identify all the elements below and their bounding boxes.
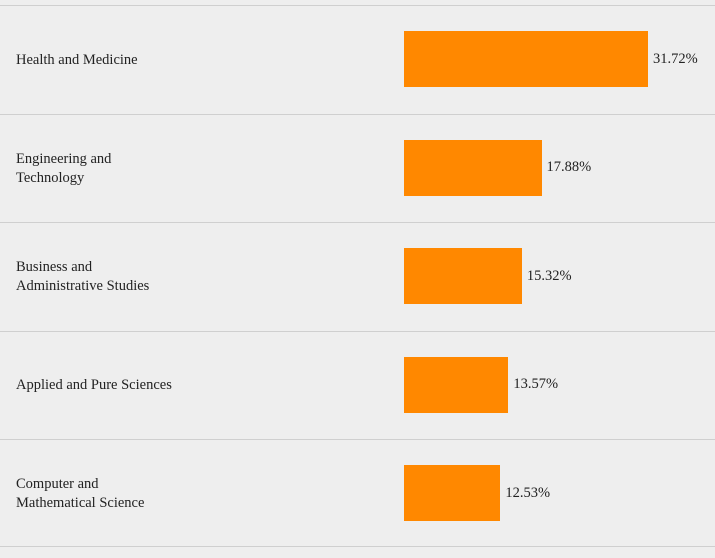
chart-row: Applied and Pure Sciences 13.57% xyxy=(0,330,715,439)
category-label: Business and Administrative Studies xyxy=(16,259,150,294)
value-label: 15.32% xyxy=(526,267,572,284)
bar xyxy=(404,465,501,521)
value-label: 17.88% xyxy=(546,159,592,175)
category-label: Health and Medicine xyxy=(16,51,138,68)
value-label: 12.53% xyxy=(505,484,551,501)
bar xyxy=(404,248,522,304)
bar xyxy=(404,139,542,196)
value-label: 13.57% xyxy=(513,376,559,392)
bar xyxy=(404,356,509,413)
category-label: Engineering and Technology xyxy=(16,150,112,186)
chart-row: Engineering and Technology 17.88% xyxy=(0,113,715,222)
value-label: 31.72% xyxy=(653,50,698,67)
chart-row: Business and Administrative Studies 15.32… xyxy=(0,222,715,330)
chart-row: Health and Medicine 31.72% xyxy=(0,5,715,113)
category-label: Applied and Pure Sciences xyxy=(16,377,172,393)
category-label: Computer and Mathematical Science xyxy=(16,476,145,511)
bar xyxy=(404,31,648,87)
chart-row: Computer and Mathematical Science 12.53% xyxy=(0,439,715,547)
